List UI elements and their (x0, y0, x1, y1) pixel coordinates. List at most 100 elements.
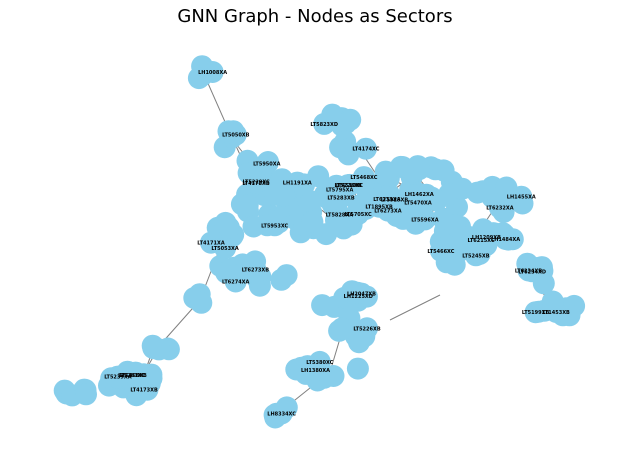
graph-node (352, 173, 375, 196)
node-label: LT5950XA (253, 161, 281, 167)
node-label: LT4510XC (336, 183, 363, 189)
graph-node (348, 331, 370, 354)
graph-node (391, 156, 414, 178)
graph-node (316, 187, 339, 209)
graph-node (408, 158, 430, 181)
node-label: LT5239XA (104, 375, 132, 381)
node-label: LT4173XB (130, 387, 158, 393)
graph-node (354, 137, 377, 160)
node-label: LH1225XD (344, 294, 373, 300)
graph-node (532, 272, 555, 295)
graph-node (495, 176, 518, 199)
node-label: LT6233XA (373, 197, 401, 203)
graph-node (241, 256, 264, 279)
node-label: LT6273XB (242, 268, 270, 274)
node-label: LT6232XA (486, 206, 514, 212)
graph-node (346, 281, 369, 304)
graph-node (75, 383, 97, 406)
graph-node (376, 199, 399, 222)
node-label: LT1453XB (543, 310, 571, 316)
node-label: LT6215XC (467, 238, 494, 244)
graph-node (148, 338, 170, 361)
node-label: LT5283XC (118, 373, 145, 379)
graph-node (224, 270, 247, 293)
graph-node (236, 194, 259, 217)
graph-node (304, 358, 327, 381)
node-label: LT4174XC (352, 147, 379, 153)
graph-node (116, 360, 139, 383)
graph-node (336, 138, 359, 161)
graph-node (257, 151, 279, 173)
graph-node (404, 212, 427, 235)
graph-node (459, 226, 482, 249)
graph-node (328, 213, 351, 236)
node-label: LT5053XA (211, 246, 239, 252)
graph-node (311, 294, 334, 317)
node-label: LT5226XB (353, 326, 381, 332)
node-label: LT6273XA (374, 209, 402, 215)
graph-node (517, 259, 540, 282)
graph-node (331, 317, 354, 340)
node-label: LH2047XB (347, 292, 376, 298)
graph-node (541, 290, 564, 313)
graph-node (440, 250, 463, 273)
node-label: LT5823XD (310, 122, 338, 128)
graph-edge (389, 294, 441, 321)
node-label: LH1380XA (301, 368, 330, 374)
node-label: LT5199XB (522, 310, 550, 316)
node-label: LT5795XA (326, 187, 354, 193)
node-label: LH1455XA (507, 195, 536, 201)
graph-node (270, 402, 293, 425)
graph-node (511, 192, 534, 215)
node-label: LT5050XB (222, 133, 250, 139)
label-layer: LH1008XA LT5050XB LT5950XA LT5823XD LT4174XC… (104, 70, 570, 418)
node-label: LT5380XC (306, 360, 333, 366)
node-label: LT5466XC (427, 249, 454, 255)
graph-node (334, 112, 357, 135)
node-label: LT5468XB (119, 373, 147, 379)
node-label: LT1895XB (365, 205, 393, 211)
graph-node (444, 214, 466, 237)
node-label: LH1191XA (283, 181, 312, 187)
node-label: LT5468XC (350, 175, 377, 181)
node-label: LH1484XA (491, 237, 520, 243)
graph-node (322, 365, 345, 387)
graph-node (494, 228, 517, 250)
node-label: LT6274XA (222, 280, 250, 286)
node-label: LT5470XA (404, 200, 432, 206)
graph-node (275, 264, 298, 287)
graph-node (558, 304, 581, 327)
graph-node (346, 357, 369, 380)
node-label: LT5925XB (381, 198, 409, 204)
node-label: LT5596XA (411, 217, 439, 223)
node-label: LH8334XC (267, 412, 296, 418)
node-label: LT5245XB (462, 253, 490, 259)
node-label: LT5228XB (335, 183, 363, 189)
node-label: LT5705XC (345, 212, 372, 218)
graph-node (190, 291, 213, 314)
graph-node (217, 216, 240, 239)
node-label: LH1209XB (472, 235, 501, 241)
node-label: LT4178XB (242, 181, 270, 187)
graph-node (273, 184, 296, 207)
graph-node (214, 237, 237, 259)
node-label: LT5229XC (243, 180, 270, 186)
graph-node (245, 171, 267, 194)
node-label: LT5283XB (327, 196, 355, 202)
graph-node (218, 121, 241, 144)
node-layer (53, 55, 586, 429)
graph-node (299, 190, 322, 213)
graph-title: GNN Graph - Nodes as Sectors (177, 6, 453, 27)
graph-node (256, 214, 279, 237)
node-label: LT5953XC (261, 223, 288, 229)
graph-node (374, 163, 397, 186)
graph-node (432, 159, 455, 182)
graph-node (301, 210, 324, 233)
graph-node (403, 184, 426, 207)
node-label: LT6234XD (518, 269, 546, 275)
node-label: LT6234XB (515, 268, 543, 274)
node-label: LT4171XA (197, 241, 225, 247)
graph-node (524, 301, 547, 324)
node-label: LT5828XA (326, 213, 354, 219)
